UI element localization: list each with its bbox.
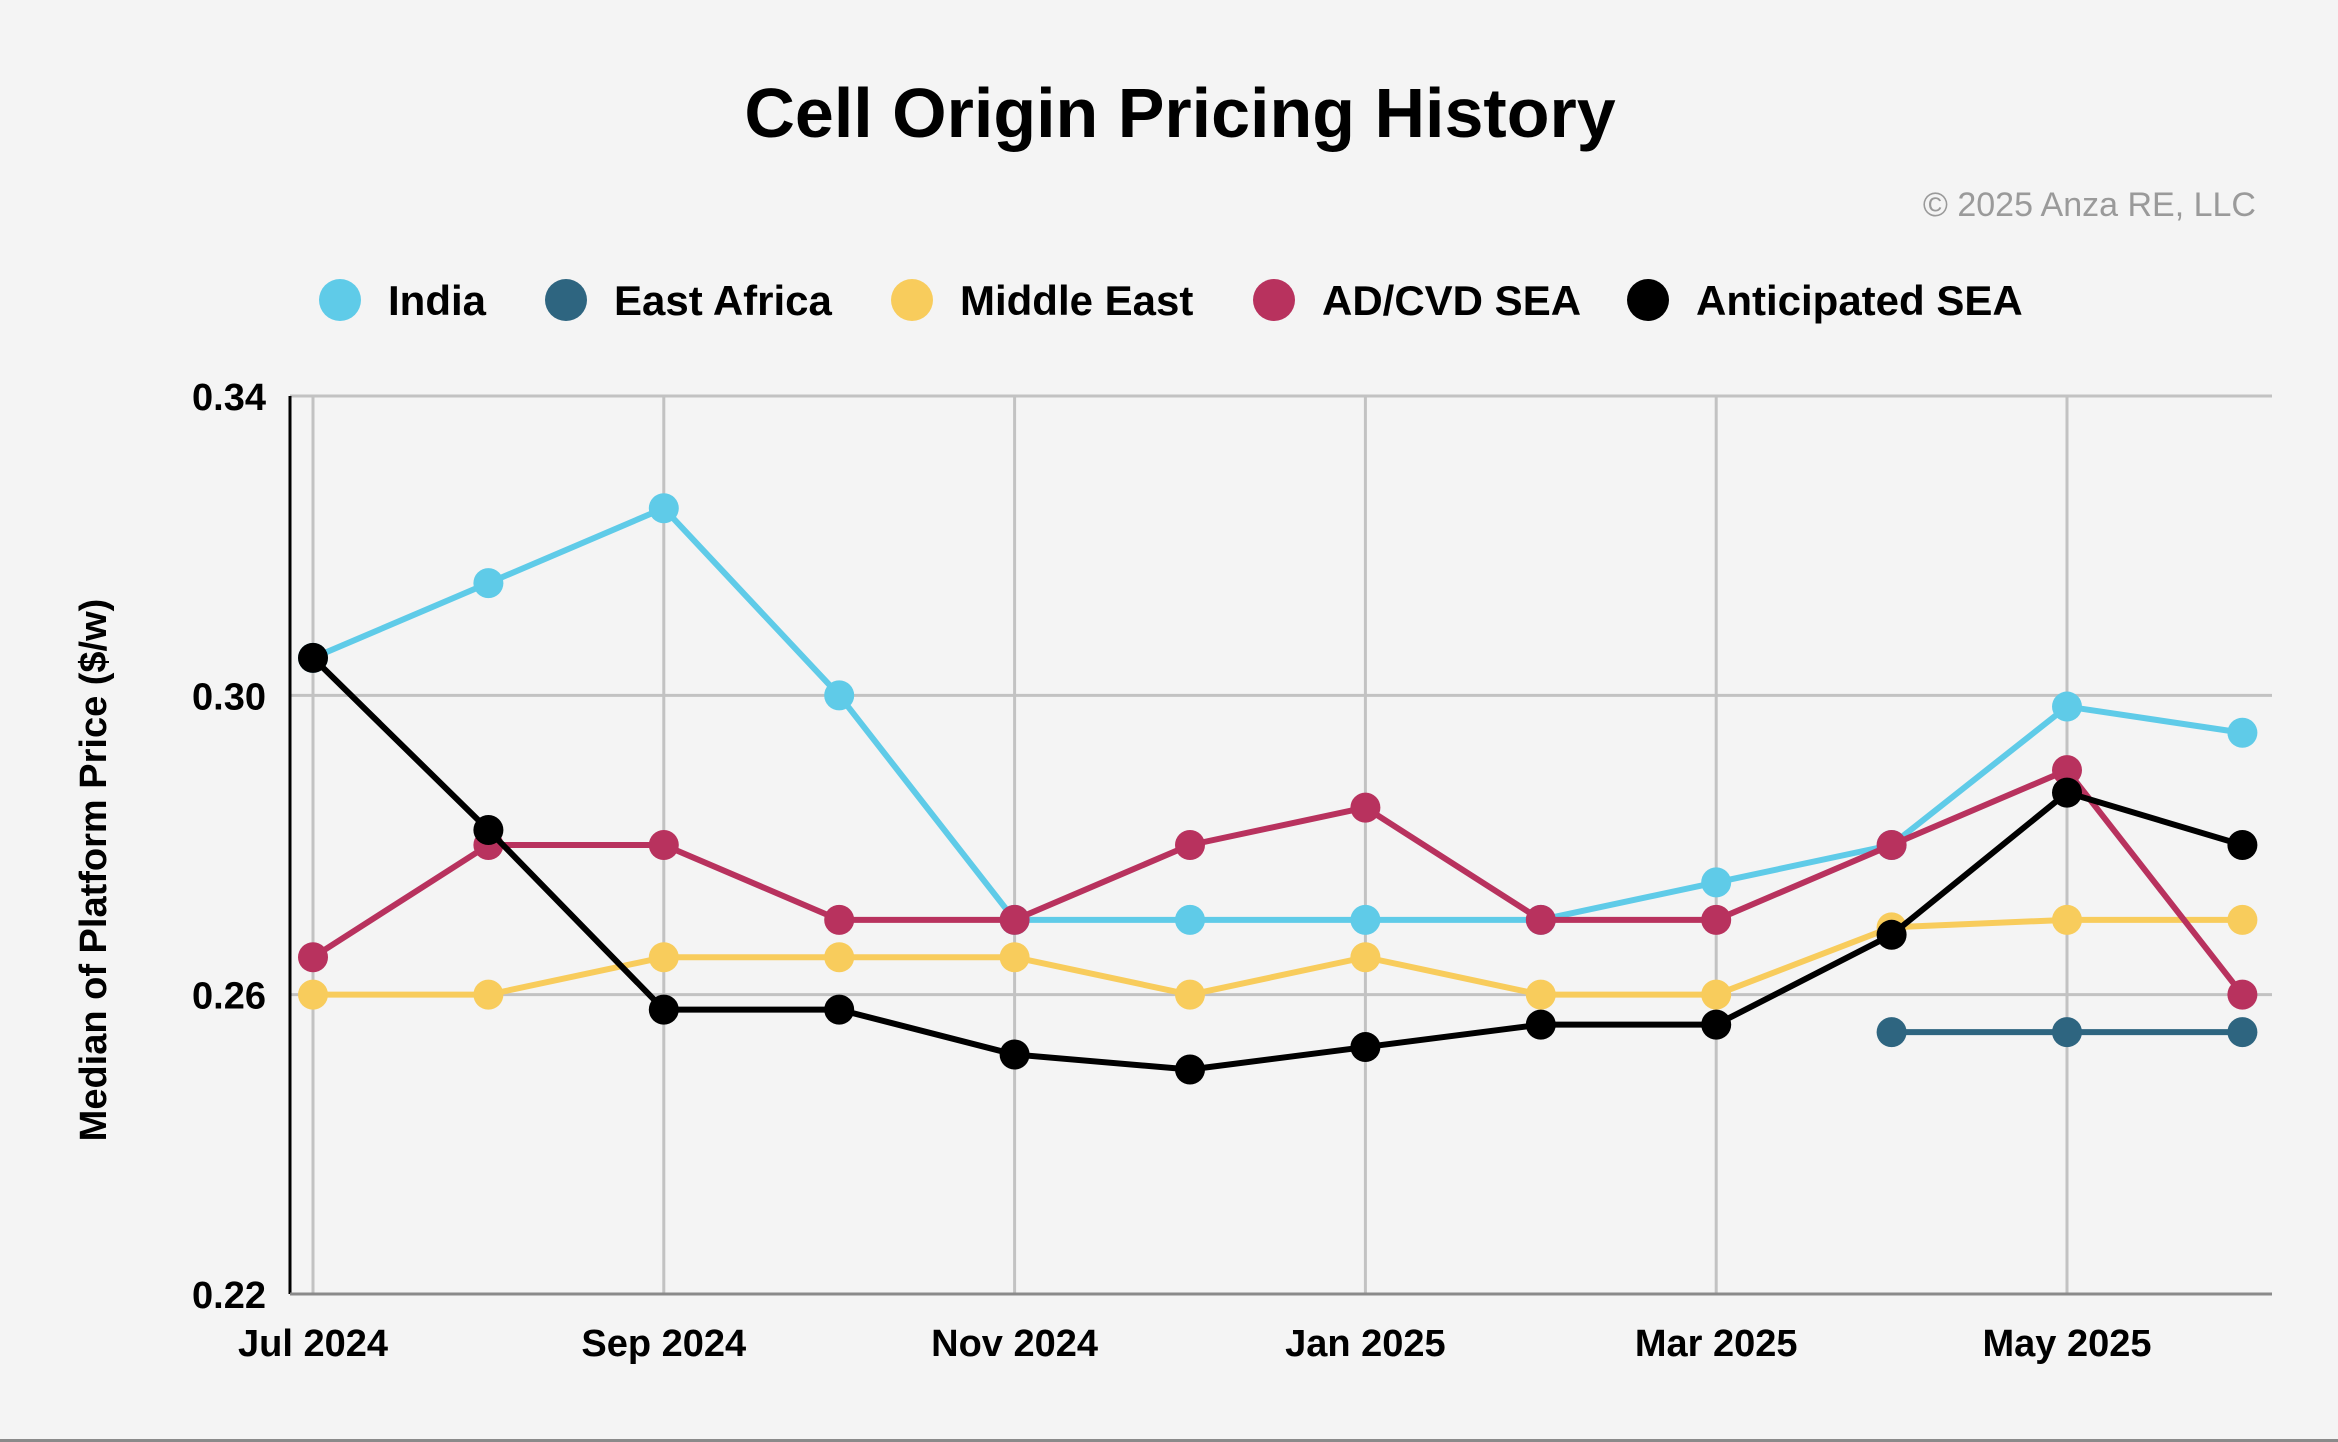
data-point-middle-east: [2227, 904, 2258, 935]
y-axis-ticks: 0.22 0.26 0.30 0.34: [192, 377, 266, 1317]
legend-marker: [1253, 279, 1295, 321]
x-tick-label: Sep 2024: [581, 1323, 746, 1365]
data-point-middle-east: [824, 942, 855, 973]
y-tick-label: 0.26: [192, 976, 266, 1018]
legend-marker: [319, 279, 361, 321]
data-point-east-africa: [1876, 1017, 1907, 1048]
data-point-middle-east: [1175, 979, 1205, 1010]
data-point-ad-cvd-sea: [1175, 830, 1205, 860]
data-point-anticipated-sea: [1701, 1009, 1732, 1040]
data-point-east-africa: [2052, 1017, 2082, 1048]
data-point-ad-cvd-sea: [1876, 830, 1907, 860]
data-point-anticipated-sea: [1350, 1032, 1381, 1063]
bottom-border: [0, 1439, 2338, 1442]
x-axis-ticks: Jul 2024 Sep 2024 Nov 2024 Jan 2025 Mar 2025…: [238, 1323, 2152, 1365]
data-point-india: [1701, 867, 1732, 898]
series-line-anticipated-sea: [310, 655, 2244, 1073]
data-point-anticipated-sea: [1876, 919, 1907, 950]
data-point-anticipated-sea: [473, 815, 504, 846]
legend-label: Middle East: [960, 277, 1193, 324]
y-tick-label: 0.30: [192, 676, 266, 718]
legend-item-anticipated-sea: Anticipated SEA: [1627, 277, 2023, 324]
data-point-ad-cvd-sea: [2052, 755, 2082, 786]
series-line-middle-east: [313, 916, 2243, 998]
data-point-anticipated-sea: [298, 642, 328, 673]
data-point-middle-east: [1525, 979, 1556, 1010]
x-tick-label: Mar 2025: [1635, 1323, 1798, 1365]
legend-marker: [891, 279, 933, 321]
x-tick-label: Nov 2024: [931, 1323, 1098, 1365]
data-point-ad-cvd-sea: [1701, 904, 1732, 935]
legend-label: Anticipated SEA: [1696, 277, 2023, 324]
data-point-anticipated-sea: [2227, 830, 2258, 860]
series-middle-east: [298, 904, 2258, 1010]
legend-label: East Africa: [614, 277, 833, 324]
data-point-india: [1350, 904, 1381, 935]
data-point-ad-cvd-sea: [1525, 904, 1556, 935]
series-anticipated-sea: [298, 642, 2258, 1085]
x-tick-label: Jul 2024: [238, 1323, 388, 1365]
series-east-africa: [1876, 1017, 2258, 1048]
series-line-india: [311, 505, 2243, 923]
series-india: [298, 493, 2258, 935]
data-point-india: [2052, 691, 2082, 722]
data-point-anticipated-sea: [2052, 777, 2082, 808]
data-point-india: [473, 568, 504, 599]
legend-label: India: [388, 277, 487, 324]
legend-item-ad-cvd-sea: AD/CVD SEA: [1253, 277, 1581, 324]
chart-title: Cell Origin Pricing History: [744, 74, 1615, 152]
data-point-anticipated-sea: [824, 994, 855, 1025]
legend-item-east-africa: East Africa: [545, 277, 833, 324]
data-point-ad-cvd-sea: [824, 904, 855, 935]
data-point-india: [2227, 717, 2258, 748]
copyright-note: © 2025 Anza RE, LLC: [1923, 186, 2256, 224]
data-point-middle-east: [1701, 979, 1732, 1010]
data-point-anticipated-sea: [1525, 1009, 1556, 1040]
legend-marker: [545, 279, 587, 321]
data-point-ad-cvd-sea: [648, 830, 679, 860]
chart-legend: India East Africa Middle East AD/CVD SEA Ant…: [319, 277, 2023, 324]
data-point-middle-east: [2052, 904, 2082, 935]
data-point-anticipated-sea: [999, 1039, 1030, 1070]
data-point-ad-cvd-sea: [999, 904, 1030, 935]
legend-item-india: India: [319, 277, 487, 324]
data-point-ad-cvd-sea: [2227, 979, 2258, 1010]
legend-item-middle-east: Middle East: [891, 277, 1193, 324]
data-point-anticipated-sea: [1175, 1054, 1205, 1085]
legend-marker: [1627, 279, 1669, 321]
data-point-middle-east: [648, 942, 679, 973]
chart-axes: [288, 396, 2272, 1296]
data-point-east-africa: [2227, 1017, 2258, 1048]
chart-series: [298, 493, 2258, 1085]
x-tick-label: Jan 2025: [1285, 1323, 1446, 1365]
data-point-ad-cvd-sea: [1350, 792, 1381, 823]
data-point-india: [824, 680, 855, 711]
data-point-india: [1175, 904, 1205, 935]
data-point-middle-east: [1350, 942, 1381, 973]
data-point-middle-east: [473, 979, 504, 1010]
x-tick-label: May 2025: [1982, 1323, 2151, 1365]
legend-label: AD/CVD SEA: [1322, 277, 1581, 324]
y-tick-label: 0.34: [192, 377, 266, 419]
data-point-india: [648, 493, 679, 524]
data-point-anticipated-sea: [648, 994, 679, 1025]
data-point-middle-east: [999, 942, 1030, 973]
data-point-middle-east: [298, 979, 328, 1010]
y-axis-title: Median of Platform Price ($/w): [73, 599, 115, 1142]
data-point-ad-cvd-sea: [298, 942, 328, 973]
series-ad-cvd-sea: [298, 755, 2258, 1010]
series-line-ad-cvd-sea: [311, 767, 2245, 997]
y-tick-label: 0.22: [192, 1275, 266, 1317]
